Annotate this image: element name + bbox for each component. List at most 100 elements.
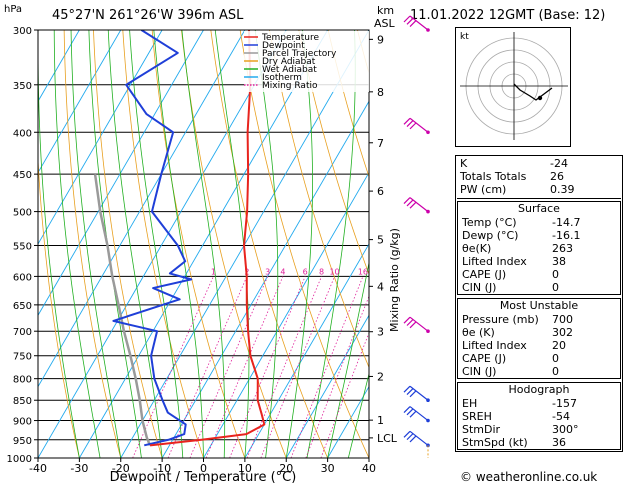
index-row: Temp (°C) -14.7: [458, 216, 620, 229]
pressure-tick-label: 350: [13, 81, 32, 92]
pressure-tick-label: 400: [13, 128, 32, 139]
wind-barb: [403, 406, 430, 423]
isotherm-line: [38, 30, 163, 245]
index-row: θe(K) 263: [458, 242, 620, 255]
legend-item: Mixing Ratio: [244, 81, 318, 91]
index-row: CIN (J) 0: [458, 365, 620, 378]
mixing-ratio-line: [305, 295, 369, 458]
isotherm-line: [203, 171, 369, 458]
svg-text:Dry Adiabat: Dry Adiabat: [262, 57, 316, 67]
pressure-tick-label: 850: [13, 396, 32, 407]
surface-title: Surface: [518, 202, 560, 215]
index-key: Pressure (mb): [462, 313, 539, 326]
index-key: Lifted Index: [462, 339, 527, 352]
index-row: Pressure (mb) 700: [458, 313, 620, 326]
altitude-label: 5: [377, 234, 384, 247]
index-row: CAPE (J) 0: [458, 352, 620, 365]
index-key: CAPE (J): [462, 352, 507, 365]
dry-adiabat: [327, 30, 369, 178]
legend-item: Temperature: [244, 33, 319, 43]
index-row: CIN (J) 0: [458, 281, 620, 294]
wet-adiabat: [38, 30, 80, 458]
isotherm-line: [285, 314, 369, 458]
altitude-label: 4: [377, 280, 384, 293]
x-tick-label: 10: [238, 462, 252, 475]
asl-unit-label: ASL: [374, 17, 395, 30]
index-row: Totals Totals 26: [456, 170, 622, 183]
index-value: -16.1: [552, 229, 581, 242]
pressure-tick-label: 500: [13, 208, 32, 219]
indices-top-section: K -24 Totals Totals 26 PW (cm) 0.39: [456, 156, 622, 196]
index-key: PW (cm): [460, 183, 507, 196]
pressure-tick-label: 550: [13, 241, 32, 252]
mixing-ratio-label: 4: [280, 267, 285, 276]
hpa-unit-label: hPa: [4, 4, 23, 15]
index-row: CAPE (J) 0: [458, 268, 620, 281]
x-axis-label: Dewpoint / Temperature (°C): [110, 470, 297, 485]
mixing-ratio-label: 10: [329, 267, 339, 276]
pressure-tick-label: 750: [13, 352, 32, 363]
pressure-tick-label: 1000: [7, 454, 32, 465]
mixing-ratio-line: [290, 276, 364, 458]
wet-adiabat: [306, 30, 356, 458]
index-value: 263: [552, 242, 573, 255]
index-key: K: [460, 157, 468, 170]
temperature-line: [149, 30, 266, 447]
altitude-label: 9: [377, 33, 384, 46]
dry-adiabat: [151, 30, 246, 458]
altitude-label: 7: [377, 137, 384, 150]
hodograph-section: Hodograph EH -157 SREH -54 StmDir 300° StmSpd …: [457, 382, 621, 450]
mixing-ratio-label: 6: [303, 267, 308, 276]
index-key: θe(K): [462, 242, 492, 255]
index-key: EH: [462, 397, 478, 410]
wet-adiabat: [214, 30, 250, 458]
index-value: 0: [552, 365, 559, 378]
hodograph-unit-label: kt: [460, 32, 469, 42]
dry-adiabat: [93, 30, 163, 458]
x-tick-label: 40: [362, 462, 376, 475]
svg-text:Dewpoint: Dewpoint: [262, 41, 305, 51]
index-value: 26: [550, 170, 564, 183]
index-key: StmSpd (kt): [462, 436, 528, 449]
mixing-ratio-label: 8: [319, 267, 324, 276]
svg-text:Wet Adiabat: Wet Adiabat: [262, 65, 317, 75]
indices-table: K -24 Totals Totals 26 PW (cm) 0.39 Surface T…: [455, 155, 623, 452]
dewpoint-line: [112, 30, 193, 447]
mixing-ratio-label: 16: [358, 267, 368, 276]
pressure-tick-label: 650: [13, 301, 32, 312]
wet-adiabat: [347, 372, 369, 458]
x-tick-label: 30: [321, 462, 335, 475]
svg-text:Mixing Ratio: Mixing Ratio: [262, 81, 318, 91]
wet-adiabat: [254, 30, 279, 458]
wind-barb: [403, 316, 430, 334]
svg-text:Parcel Trajectory: Parcel Trajectory: [262, 49, 337, 59]
index-value: 0.39: [550, 183, 575, 196]
most-unstable-section: Most Unstable Pressure (mb) 700 θe (K) 302 L…: [457, 298, 621, 379]
index-key: θe (K): [462, 326, 495, 339]
wet-adiabat: [181, 30, 226, 458]
index-value: 302: [552, 326, 573, 339]
index-key: CIN (J): [462, 281, 497, 294]
index-key: Lifted Index: [462, 255, 527, 268]
pressure-tick-label: 800: [13, 375, 32, 386]
location-title: 45°27'N 261°26'W 396m ASL: [52, 8, 244, 23]
index-value: 0: [552, 352, 559, 365]
index-key: CAPE (J): [462, 268, 507, 281]
mixing-ratio-label: 20: [372, 267, 382, 276]
index-value: 300°: [552, 423, 579, 436]
wind-barb: [403, 385, 430, 403]
altitude-label: 8: [377, 86, 384, 99]
index-value: 36: [552, 436, 566, 449]
index-value: 20: [552, 339, 566, 352]
index-value: -14.7: [552, 216, 581, 229]
mixing-ratio-label: 1: [211, 267, 216, 276]
wet-adiabat: [327, 260, 369, 458]
wind-barb: [403, 197, 430, 214]
mixing-ratio-line: [132, 276, 214, 458]
index-value: 0: [552, 268, 559, 281]
hodograph-chart: kt: [460, 32, 568, 140]
altitude-label: LCL: [377, 432, 398, 445]
most-unstable-title: Most Unstable: [499, 299, 579, 312]
wet-adiabat: [53, 30, 101, 458]
